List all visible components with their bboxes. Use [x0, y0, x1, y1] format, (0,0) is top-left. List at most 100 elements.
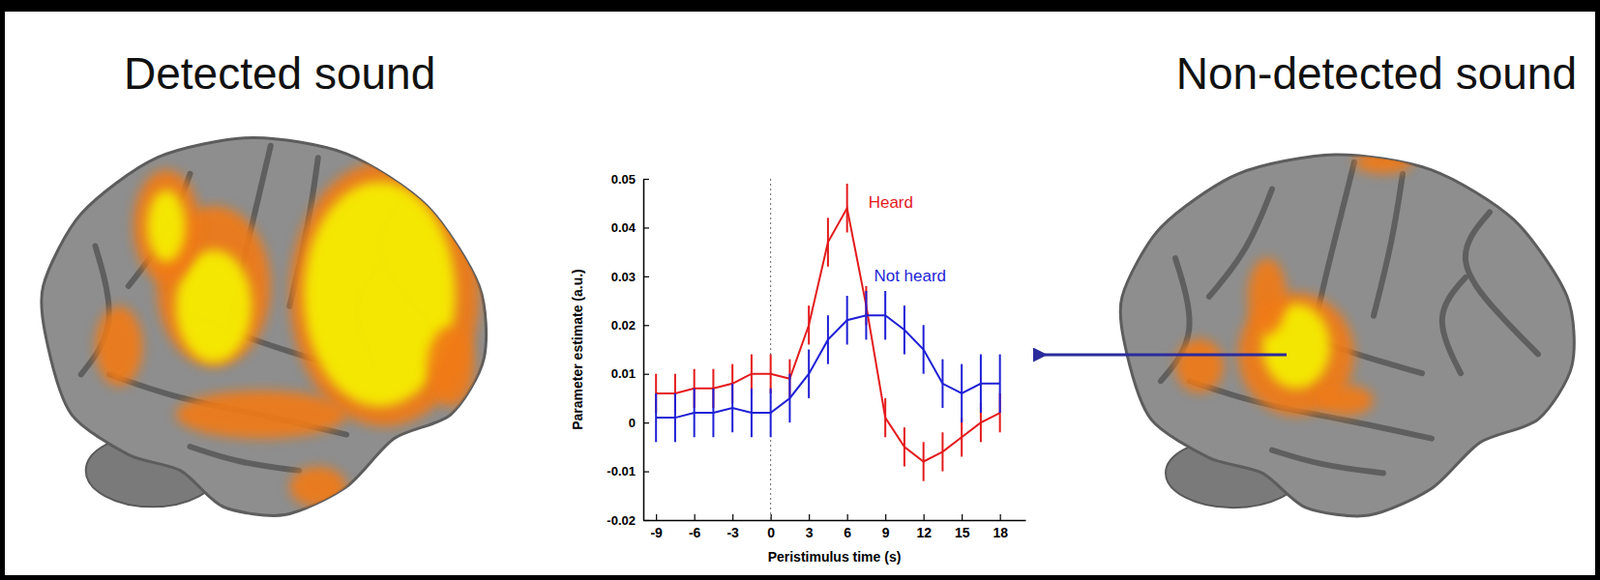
- y-tick-label: -0.01: [606, 464, 636, 479]
- x-tick: 3: [805, 514, 814, 541]
- error-bar: [770, 355, 772, 394]
- activation-blob: [1175, 338, 1224, 393]
- background: [4, 11, 1596, 576]
- error-bar: [807, 350, 810, 399]
- x-tick-mark: [885, 514, 887, 521]
- error-bar: [903, 305, 906, 355]
- arrow: [1044, 354, 1287, 357]
- activation-blob: [1247, 258, 1287, 335]
- panel-title: Non-detected sound: [1176, 48, 1577, 99]
- y-tick: 0: [628, 415, 650, 431]
- y-tick-label: 0.05: [611, 172, 636, 187]
- sulcus: [190, 446, 300, 472]
- y-tick: 0.04: [611, 220, 650, 236]
- series: [655, 183, 1001, 482]
- x-tick-mark: [655, 514, 657, 521]
- y-tick-mark: [643, 520, 650, 522]
- activation-blob: [427, 326, 475, 408]
- y-tick: 0.01: [611, 366, 650, 382]
- x-tick: -9: [650, 514, 663, 541]
- y-tick-mark: [643, 276, 650, 278]
- chart: -9 -6 -3 0 3 6 9 12 15 18 -0.02 -0.01 0 0.01 0.02 0.03 0…: [569, 172, 1027, 565]
- brain-image: [41, 137, 487, 516]
- error-bar: [693, 388, 696, 438]
- activation-blob: [1354, 150, 1413, 175]
- series-line: [655, 207, 1001, 462]
- error-bar: [788, 374, 791, 423]
- plot-area: [655, 178, 1001, 521]
- error-bar: [922, 442, 925, 481]
- x-tick-label: 0: [767, 525, 775, 541]
- series-line: [655, 315, 1001, 418]
- y-tick: 0.03: [611, 269, 650, 285]
- y-tick-label: 0: [628, 415, 636, 431]
- x-tick-label: 3: [805, 525, 814, 541]
- error-bar: [941, 432, 944, 472]
- error-bar: [711, 388, 714, 438]
- x-tick-label: 6: [843, 525, 852, 541]
- activation-blob: [95, 306, 144, 387]
- panel-title: Detected sound: [123, 48, 436, 99]
- error-bar: [864, 291, 867, 340]
- error-bar: [884, 291, 887, 340]
- x-tick: 9: [882, 514, 890, 541]
- y-tick-label: 0.03: [611, 269, 636, 285]
- cortex: [41, 137, 487, 516]
- y-tick-mark: [643, 471, 650, 473]
- activation: [1175, 150, 1413, 416]
- y-tick-mark: [643, 374, 650, 376]
- x-axis: -9 -6 -3 0 3 6 9 12 15 18: [644, 514, 1027, 541]
- x-tick: 18: [992, 514, 1008, 541]
- activation-blob: [133, 170, 201, 283]
- y-tick: 0.02: [611, 318, 650, 333]
- x-tick-label: 18: [992, 525, 1008, 541]
- y-tick-mark: [643, 422, 650, 424]
- x-tick-mark: [694, 514, 696, 521]
- x-tick-label: -6: [688, 525, 702, 541]
- error-bar: [827, 315, 830, 364]
- error-bar: [750, 355, 753, 394]
- error-bar: [960, 364, 963, 424]
- reference-line: [770, 178, 771, 521]
- x-tick-mark: [808, 514, 810, 521]
- x-tick: 15: [954, 514, 971, 541]
- y-tick-label: 0.01: [611, 366, 636, 382]
- activation-blob: [147, 189, 185, 263]
- error-bar: [827, 217, 830, 267]
- error-bar: [979, 355, 982, 415]
- x-tick-label: -9: [650, 525, 663, 541]
- y-tick-label: -0.02: [606, 513, 636, 529]
- x-tick-mark: [923, 514, 925, 521]
- x-tick: 0: [767, 514, 775, 541]
- error-bar: [654, 393, 657, 443]
- sulcus: [1373, 174, 1403, 317]
- x-tick-mark: [732, 514, 734, 521]
- y-tick: 0.05: [611, 172, 650, 187]
- error-bar: [884, 398, 887, 438]
- x-tick-mark: [961, 514, 963, 521]
- error-bar: [903, 427, 906, 467]
- x-tick-label: 9: [882, 525, 890, 541]
- activation: [95, 161, 480, 507]
- error-bar: [846, 183, 849, 233]
- error-bar: [846, 296, 849, 345]
- sulcus: [1465, 211, 1539, 355]
- frame: [0, 0, 1600, 580]
- activation-blob: [289, 467, 347, 508]
- y-tick: -0.01: [606, 464, 650, 479]
- x-tick-label: 15: [954, 525, 971, 541]
- x-tick: -3: [726, 514, 740, 541]
- error-bar: [674, 393, 677, 443]
- error-bar: [999, 355, 1002, 415]
- y-axis-title: Parameter estimate (a.u.): [569, 268, 586, 431]
- sulcus: [1442, 277, 1466, 374]
- x-tick-label: 12: [916, 525, 932, 541]
- error-bar: [960, 417, 963, 457]
- x-tick-label: -3: [726, 525, 740, 541]
- brain-image: [1120, 150, 1574, 517]
- y-axis-line: [643, 179, 646, 522]
- y-tick-mark: [643, 325, 650, 326]
- x-axis-title: Peristimulus time (s): [768, 549, 902, 565]
- cortex: [1120, 154, 1574, 517]
- activation-blob: [176, 390, 347, 440]
